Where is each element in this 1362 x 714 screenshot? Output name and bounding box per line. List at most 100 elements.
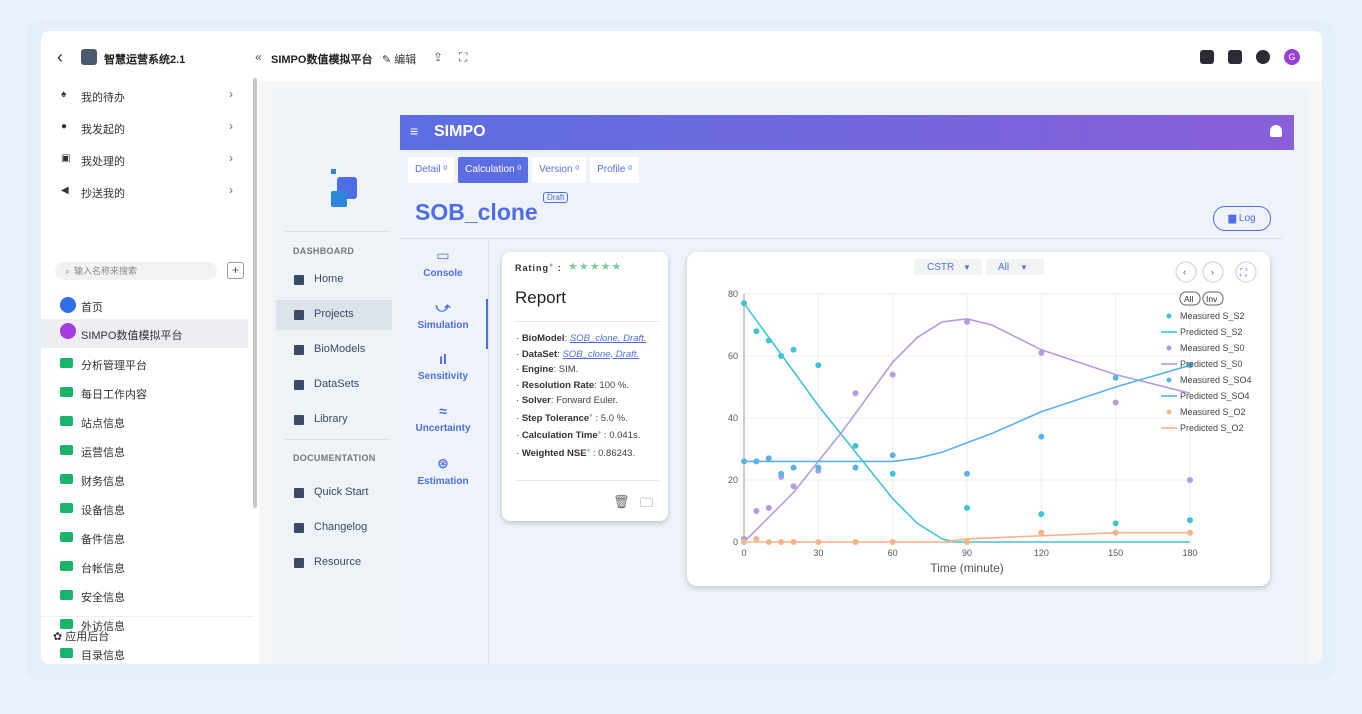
platform-icon: [60, 323, 76, 339]
biomodel-link[interactable]: SOB_clone, Draft.: [569, 333, 647, 344]
folder-icon: [60, 387, 73, 397]
sidebar-item-equipment[interactable]: 设备信息: [41, 496, 248, 522]
sidebar-item-handled[interactable]: ▣ 我处理的 ›: [41, 147, 248, 173]
sidebar-item-label: 我处理的: [81, 156, 125, 168]
simpo-logo-icon-part: [331, 191, 347, 207]
vnav-estimation[interactable]: ⊛ Estimation: [400, 455, 486, 505]
next-button[interactable]: [1202, 261, 1224, 283]
sidebar-item-ledger[interactable]: 台帐信息: [41, 554, 248, 580]
nav-datasets[interactable]: DataSets: [276, 370, 392, 400]
divider: [41, 616, 253, 617]
tab-profile[interactable]: Profile ᵅ: [590, 157, 639, 183]
collapse-sidebar-icon[interactable]: «: [255, 50, 262, 64]
sidebar-item-initiated[interactable]: ● 我发起的 ›: [41, 115, 248, 141]
sidebar-item-simpo[interactable]: SIMPO数值模拟平台: [41, 319, 248, 348]
nav-changelog[interactable]: Changelog: [276, 513, 392, 543]
expand-button[interactable]: [1235, 261, 1257, 283]
notebook-icon[interactable]: [1200, 50, 1214, 64]
data-point: [790, 346, 797, 353]
sidebar-item-finance[interactable]: 财务信息: [41, 467, 248, 493]
legend-label: Measured S_S0: [1180, 343, 1245, 353]
data-point: [1187, 529, 1193, 536]
y-tick-label: 60: [728, 351, 738, 361]
sidebar-item-safety[interactable]: 安全信息: [41, 583, 248, 609]
reactor-select[interactable]: [914, 259, 982, 275]
sidebar-item-visits[interactable]: 外访信息: [41, 612, 248, 638]
trend-icon: ⤻: [435, 299, 451, 315]
add-button[interactable]: +: [227, 262, 244, 279]
x-axis-label: Time (minute): [930, 561, 1004, 575]
tab-version[interactable]: Version ᵅ: [532, 157, 587, 183]
content-area: DASHBOARD Home Projects BioModels DataSe…: [259, 81, 1322, 664]
chart-axes: 0 30 60 90 120 150 180 0 20 40 60 80: [728, 289, 1198, 558]
folder-icon: [60, 503, 73, 513]
sidebar-item-cc[interactable]: ◀ 抄送我的 ›: [41, 179, 248, 205]
section-heading: DOCUMENTATION: [293, 453, 376, 463]
search-input[interactable]: ⌕ 输入名称来搜索: [55, 262, 217, 280]
help-icon[interactable]: [1256, 50, 1270, 64]
tab-detail[interactable]: Detail ᵅ: [408, 157, 455, 183]
draft-badge: Draft: [543, 192, 569, 203]
notification-icon[interactable]: [1228, 50, 1242, 64]
tab-calculation[interactable]: Calculation ᵅ: [458, 157, 529, 183]
changelog-icon: [294, 523, 304, 533]
record-icon: ●: [61, 121, 68, 132]
admin-link[interactable]: ✿ 应用后台: [53, 628, 109, 644]
avatar[interactable]: G: [1284, 49, 1300, 65]
filter-select[interactable]: [986, 259, 1044, 275]
sidebar-item-home[interactable]: 首页: [41, 293, 248, 319]
row-value: 0.86243.: [598, 447, 636, 459]
row-key: Resolution Rate: [521, 379, 595, 391]
vnav-console[interactable]: ▭ Console: [400, 247, 486, 297]
data-point: [1112, 529, 1119, 536]
document-icon: [294, 488, 304, 498]
sidebar-item-operation[interactable]: 运营信息: [41, 438, 248, 464]
app-name: 智慧运营系统2.1: [104, 54, 186, 66]
project-tabs: Detail ᵅ Calculation ᵅ Version ᵅ Profile…: [408, 157, 639, 183]
sidebar-item-label: 财务信息: [81, 476, 125, 488]
chevron-right-icon: ›: [1211, 267, 1214, 277]
prev-button[interactable]: [1175, 261, 1197, 283]
nav-home[interactable]: Home: [276, 265, 392, 295]
sidebar-item-site[interactable]: 站点信息: [41, 409, 248, 435]
sidebar-item-todo[interactable]: ♠ 我的待办 ›: [41, 83, 248, 109]
sidebar-item-catalog[interactable]: 目录信息: [41, 641, 248, 664]
trash-icon[interactable]: 🗑: [613, 494, 630, 509]
sidebar-item-label: 抄送我的: [81, 188, 125, 200]
embedded-page: DASHBOARD Home Projects BioModels DataSe…: [273, 89, 1309, 664]
nav-library[interactable]: Library: [276, 405, 392, 435]
nav-biomodels[interactable]: BioModels: [276, 335, 392, 365]
nav-quick-start[interactable]: Quick Start: [276, 478, 392, 508]
sidebar-item-spare[interactable]: 备件信息: [41, 525, 248, 551]
vnav-sensitivity[interactable]: ıl Sensitivity: [400, 351, 486, 401]
chevron-right-icon: ›: [229, 119, 233, 133]
data-point: [1038, 349, 1045, 356]
data-point: [889, 452, 896, 459]
user-icon[interactable]: [1270, 125, 1282, 137]
back-icon[interactable]: ‹: [57, 47, 63, 67]
select-all-button[interactable]: [1179, 291, 1201, 306]
log-button[interactable]: ▆ Log: [1213, 206, 1271, 231]
nav-label: Home: [314, 273, 344, 285]
folder-icon[interactable]: 🗀: [640, 495, 654, 510]
chevron-left-icon: ‹: [1183, 267, 1186, 277]
vnav-uncertainty[interactable]: ≈ Uncertainty: [400, 403, 486, 453]
admin-label: 应用后台: [65, 631, 110, 643]
simpo-header: ≡ SIMPO: [400, 115, 1294, 150]
nav-resource[interactable]: Resource: [276, 548, 392, 578]
pencil-icon: ✎: [382, 54, 392, 66]
dataset-link[interactable]: SOB_clone, Draft.: [562, 348, 640, 360]
nav-projects[interactable]: Projects: [276, 300, 392, 330]
sidebar-item-analysis[interactable]: 分析管理平台: [41, 351, 248, 377]
menu-icon[interactable]: ≡: [410, 123, 419, 139]
sidebar-item-label: 备件信息: [81, 534, 125, 546]
edit-button[interactable]: ✎ 编辑: [382, 51, 416, 67]
fullscreen-icon[interactable]: ⛶: [459, 50, 468, 64]
vnav-simulation[interactable]: ⤻ Simulation: [400, 299, 488, 349]
invert-button[interactable]: [1202, 291, 1224, 306]
share-icon[interactable]: ⇪: [433, 50, 444, 64]
rating-stars[interactable]: ★★★★★: [568, 261, 623, 273]
book-icon: [294, 310, 304, 320]
sidebar-item-daily[interactable]: 每日工作内容: [41, 380, 248, 406]
sidebar-scrollbar[interactable]: [253, 78, 257, 508]
